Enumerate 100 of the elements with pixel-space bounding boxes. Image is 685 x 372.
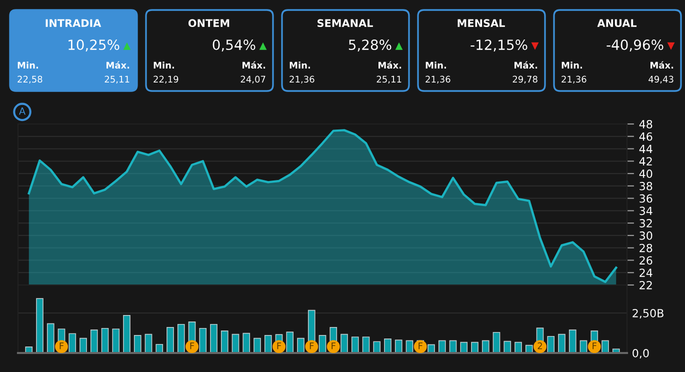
- bar: [482, 340, 490, 353]
- bar: [514, 342, 522, 353]
- y-tick-label: 42: [639, 157, 652, 166]
- bar: [384, 338, 392, 353]
- annotation: F: [277, 342, 282, 350]
- y-tick-label: 44: [639, 144, 652, 153]
- bar: [297, 338, 304, 353]
- text: 24,07: [240, 76, 266, 84]
- y-tick-label: 2,50B: [632, 308, 664, 319]
- text: -40,96%: [606, 40, 664, 52]
- bar: [362, 336, 370, 353]
- text: ▲: [259, 42, 267, 50]
- bar: [112, 328, 120, 353]
- text: ▲: [395, 42, 403, 50]
- y-tick-label: 28: [640, 244, 652, 252]
- bar: [351, 336, 359, 353]
- text: ANUAL: [597, 19, 637, 28]
- annotation: F: [332, 342, 336, 350]
- bar: [90, 330, 98, 353]
- text: 25,11: [104, 76, 130, 84]
- y-tick-label: 30: [640, 231, 652, 240]
- text: 5,28%: [348, 40, 392, 52]
- bar: [394, 340, 402, 353]
- text: 0,54%: [212, 40, 256, 52]
- bar: [177, 324, 185, 353]
- y-tick-label: 38: [640, 182, 652, 190]
- bar: [101, 328, 109, 353]
- bar: [264, 334, 272, 353]
- bar: [286, 332, 294, 353]
- text: Min.: [290, 62, 310, 68]
- text: ▼: [667, 42, 675, 50]
- text: -12,15%: [470, 40, 528, 52]
- bar: [558, 334, 566, 353]
- bar: [471, 342, 478, 353]
- text: ▼: [531, 42, 539, 50]
- text: MENSAL: [458, 19, 505, 28]
- y-tick-label: 40: [639, 170, 652, 178]
- bar: [144, 334, 152, 353]
- y-tick-label: 0,0: [632, 348, 649, 359]
- text: Min.: [18, 62, 38, 68]
- text: SEMANAL: [318, 19, 373, 28]
- text: 25,11: [376, 76, 402, 84]
- annotation: F: [60, 342, 64, 350]
- text: 21,36: [562, 76, 586, 84]
- bar: [123, 314, 130, 353]
- bar: [210, 324, 218, 353]
- y-tick-label: 26: [640, 256, 652, 265]
- text: Máx.: [514, 61, 538, 69]
- annotation: F: [418, 342, 422, 350]
- bar: [80, 338, 87, 353]
- bar: [438, 340, 446, 353]
- bar: [68, 333, 76, 353]
- bar: [254, 338, 261, 353]
- text: 22,19: [154, 76, 178, 84]
- annotation: F: [190, 342, 194, 350]
- bar: [460, 342, 468, 353]
- bar: [568, 330, 576, 353]
- y-tick-label: 32: [640, 219, 652, 228]
- text: 22,58: [18, 76, 42, 84]
- text: 21,36: [426, 76, 450, 84]
- text: 29,78: [512, 76, 538, 84]
- text: Máx.: [650, 61, 674, 69]
- bar: [492, 332, 500, 353]
- y-tick-label: 22: [640, 280, 652, 290]
- annotation: F: [310, 342, 314, 350]
- bar: [547, 336, 555, 353]
- bar: [134, 334, 142, 353]
- text: Máx.: [106, 61, 130, 69]
- bar: [232, 334, 240, 353]
- text: Min.: [562, 62, 582, 68]
- bar: [318, 334, 326, 353]
- y-tick-label: 24: [640, 268, 652, 277]
- text: 21,36: [290, 76, 314, 84]
- text: Min.: [154, 62, 174, 68]
- text: ▲: [123, 42, 131, 50]
- y-tick-label: 36: [640, 194, 652, 203]
- bar: [199, 328, 207, 353]
- text: 10,25%: [68, 40, 120, 52]
- bar: [242, 332, 250, 353]
- bar: [36, 298, 44, 353]
- text: Min.: [426, 62, 446, 68]
- bar: [373, 341, 381, 353]
- bar: [156, 344, 164, 353]
- y-tick-label: 46: [639, 132, 652, 141]
- y-tick-label: 34: [640, 206, 652, 216]
- y-tick-label: 48: [639, 120, 652, 128]
- bar: [602, 340, 609, 353]
- text: 49,43: [648, 76, 674, 84]
- text: Máx.: [378, 61, 402, 69]
- text: A: [19, 108, 26, 115]
- text: Máx.: [242, 61, 266, 69]
- bar: [340, 334, 348, 353]
- bar: [504, 340, 512, 353]
- annotation: 2: [538, 342, 542, 350]
- text: INTRADIA: [46, 19, 102, 27]
- text: ONTEM: [188, 19, 230, 28]
- bar: [220, 330, 228, 353]
- bar: [166, 326, 174, 353]
- bar: [46, 323, 54, 353]
- annotation: F: [592, 342, 596, 350]
